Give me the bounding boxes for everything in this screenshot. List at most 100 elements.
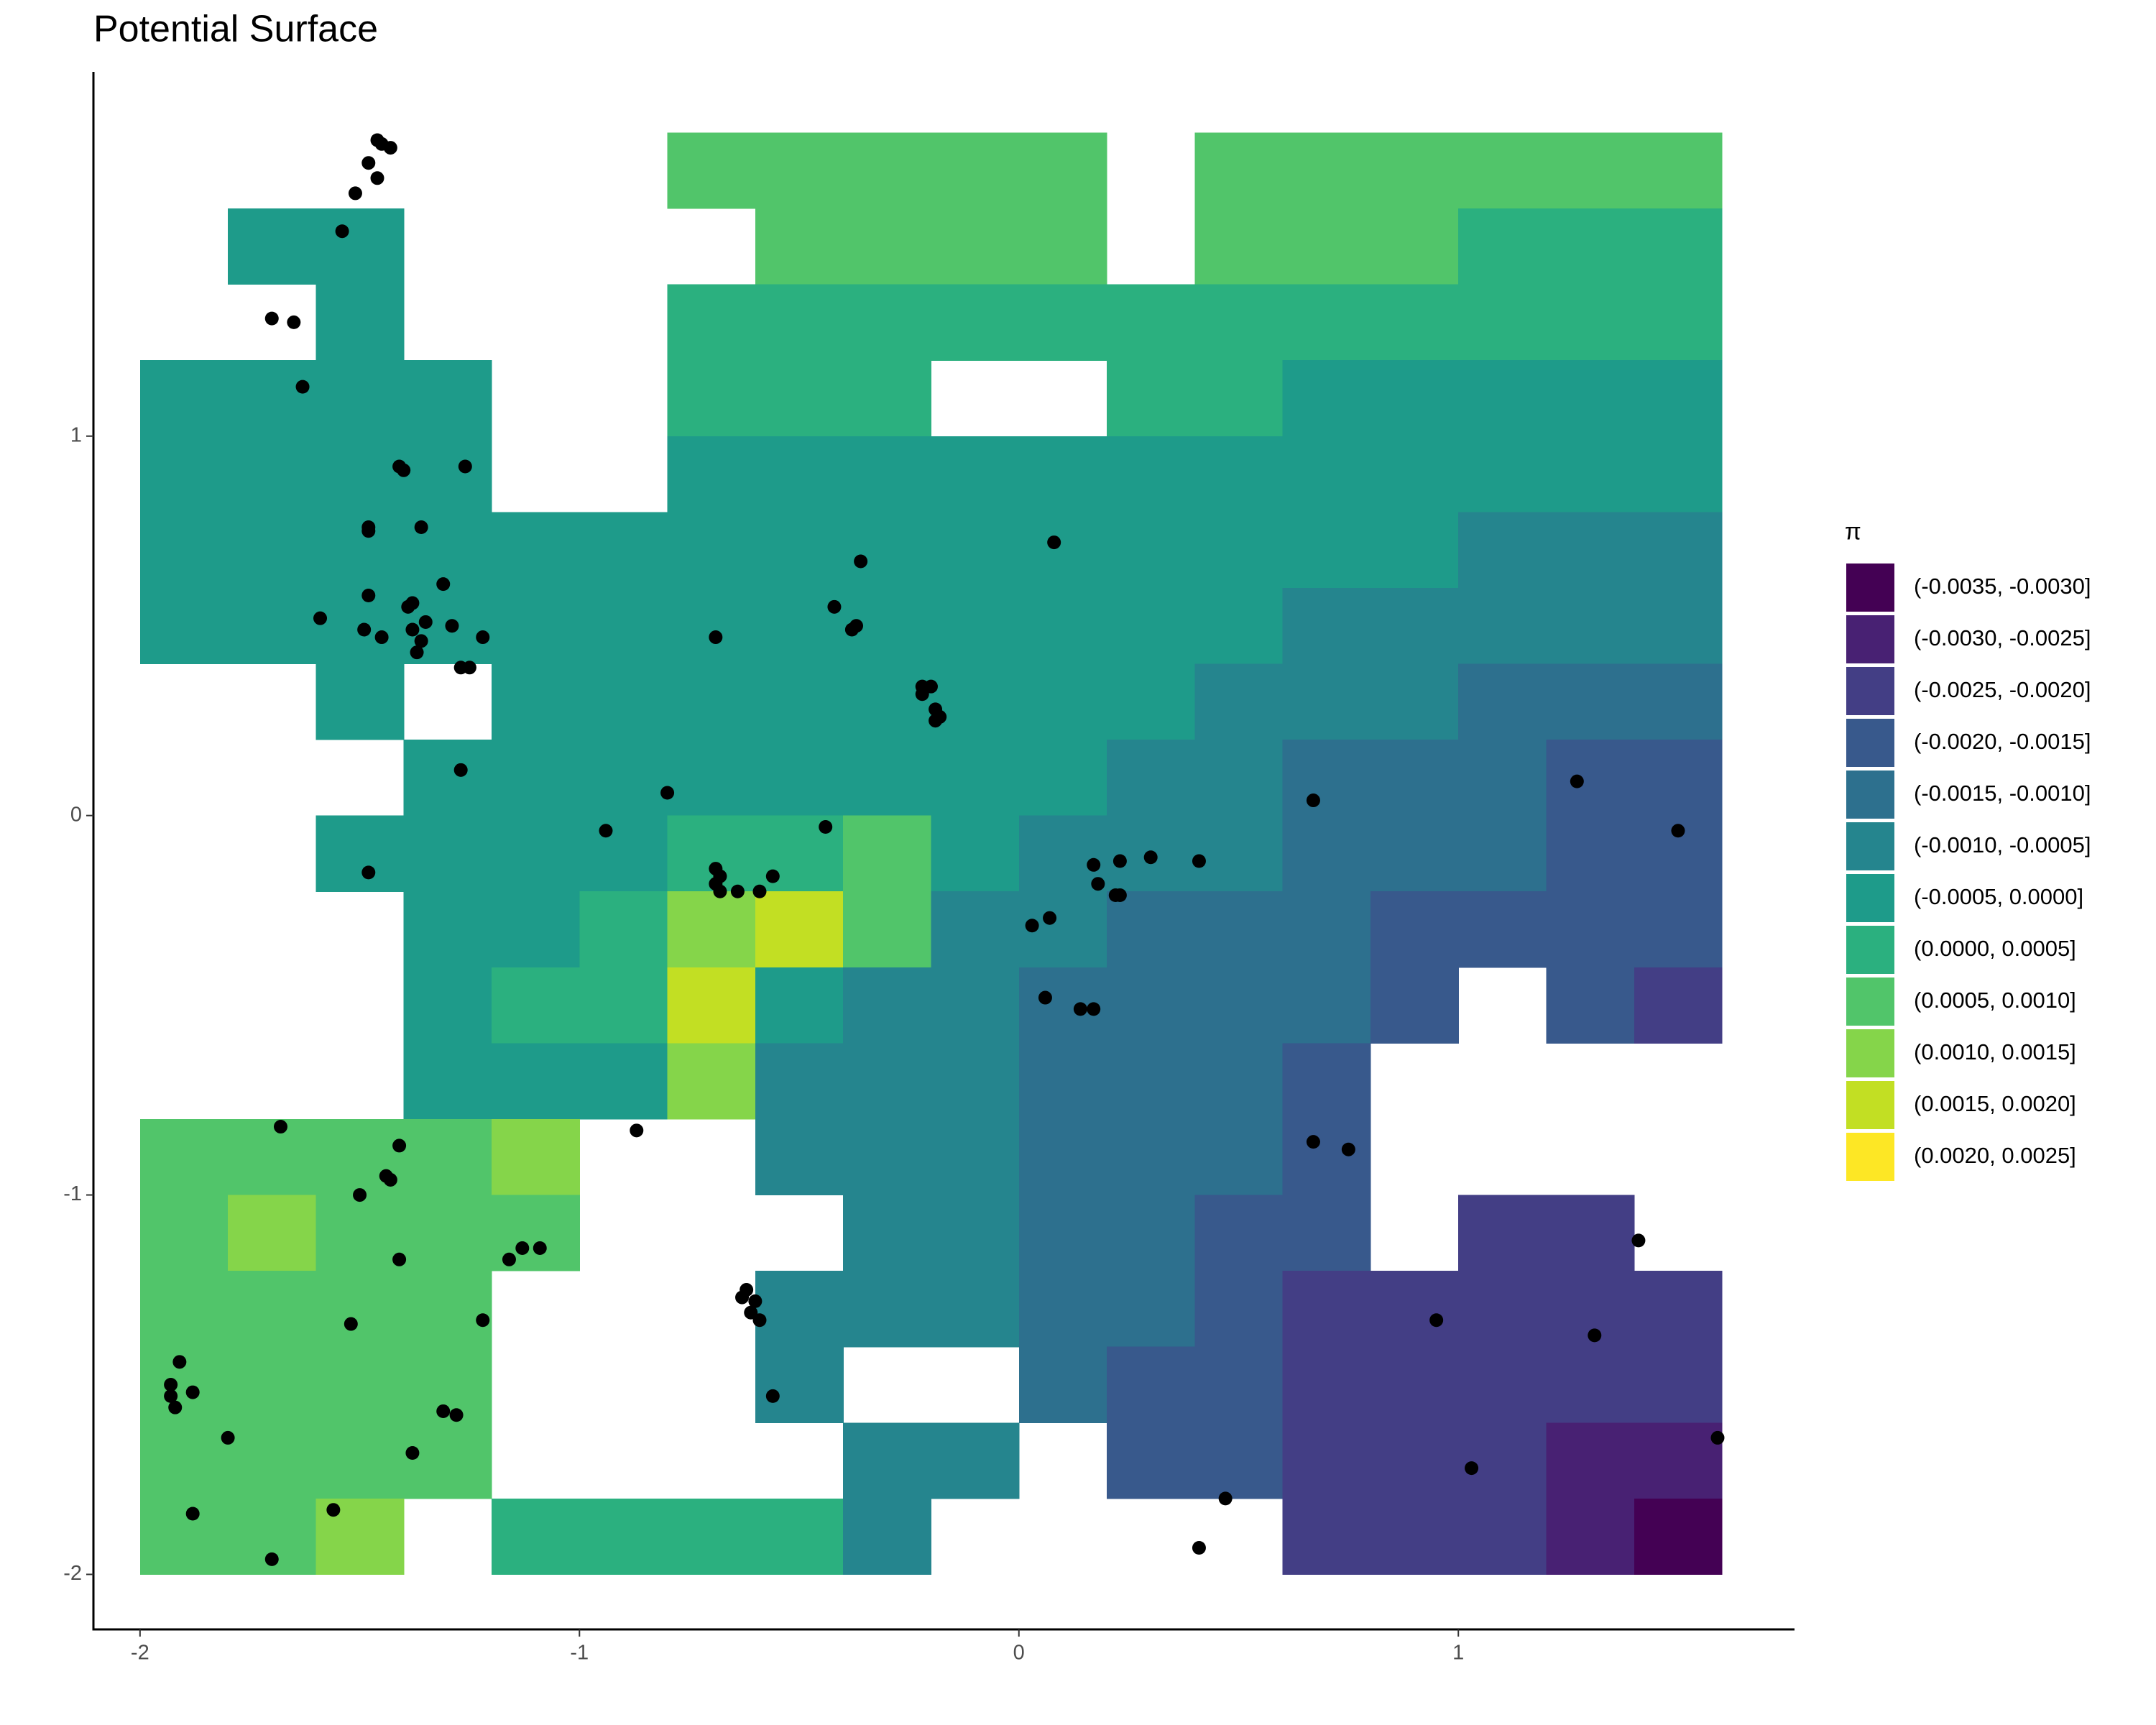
surface-cell <box>403 815 492 892</box>
surface-cell <box>843 436 932 512</box>
surface-cell <box>1546 891 1635 968</box>
sample-point <box>748 1294 763 1308</box>
surface-cell <box>491 663 580 740</box>
surface-cell <box>1458 891 1547 968</box>
surface-cell <box>1107 1043 1195 1120</box>
surface-cell <box>403 1043 492 1120</box>
surface-cell <box>315 1346 405 1423</box>
surface-cell <box>579 891 668 968</box>
legend-key <box>1846 822 1894 870</box>
surface-cell <box>667 891 756 968</box>
surface-cell <box>1546 587 1635 665</box>
surface-cell <box>139 360 229 437</box>
surface-cell <box>755 891 844 968</box>
surface-cell <box>843 1422 932 1499</box>
legend-key <box>1846 719 1894 767</box>
sample-point <box>418 615 433 629</box>
x-tick-label: -2 <box>131 1642 149 1665</box>
surface-cell <box>1194 663 1284 740</box>
sample-point <box>287 315 301 329</box>
surface-cell <box>1458 815 1547 892</box>
sample-point <box>1112 854 1127 868</box>
surface-cell <box>755 284 844 361</box>
surface-cell <box>1546 132 1635 209</box>
sample-point <box>1341 1142 1355 1156</box>
surface-cell <box>931 436 1020 512</box>
sample-point <box>1631 1233 1646 1248</box>
surface-cell <box>1370 360 1459 437</box>
surface-cell <box>228 1118 317 1196</box>
surface-cell <box>1546 1498 1635 1576</box>
surface-cell <box>1194 587 1284 665</box>
surface-cell <box>1546 436 1635 512</box>
sample-point <box>414 520 428 534</box>
sample-point <box>660 786 675 800</box>
legend-label: (-0.0035, -0.0030] <box>1914 574 2091 599</box>
surface-cell <box>843 663 932 740</box>
legend-label: (-0.0015, -0.0010] <box>1914 781 2091 806</box>
surface-cell <box>1018 740 1107 816</box>
surface-cell <box>1194 1346 1284 1423</box>
surface-cell <box>1282 967 1371 1044</box>
sample-point <box>453 763 468 777</box>
surface-cell <box>1282 208 1371 285</box>
surface-cell <box>1194 1195 1284 1271</box>
surface-cell <box>1458 587 1547 665</box>
sample-point <box>752 884 767 898</box>
sample-point <box>326 1503 341 1517</box>
surface-cell <box>228 360 317 437</box>
surface-cell <box>315 208 405 285</box>
surface-cell <box>1370 132 1459 209</box>
legend-label: (-0.0010, -0.0005] <box>1914 832 2091 857</box>
surface-cell <box>315 360 405 437</box>
surface-cell <box>1634 891 1723 968</box>
y-tick-label: 0 <box>70 803 82 826</box>
sample-point <box>1570 774 1584 788</box>
surface-cell <box>1458 512 1547 589</box>
surface-cell <box>1634 284 1723 361</box>
surface-cell <box>931 891 1020 968</box>
sample-point <box>313 611 328 625</box>
sample-point <box>370 171 384 185</box>
sample-point <box>392 1252 407 1266</box>
surface-cell <box>1282 512 1371 589</box>
surface-cell <box>491 512 580 589</box>
surface-cell <box>1634 132 1723 209</box>
surface-cell <box>228 512 317 589</box>
sample-point <box>709 630 723 645</box>
surface-cell <box>1194 360 1284 437</box>
sample-point <box>172 1355 187 1369</box>
surface-cell <box>1018 132 1107 209</box>
x-tick-label: -1 <box>570 1642 589 1665</box>
sample-point <box>1073 1002 1087 1016</box>
surface-cell <box>1018 815 1107 892</box>
surface-cell <box>931 1422 1020 1499</box>
surface-cell <box>1107 360 1195 437</box>
surface-cell <box>1194 1118 1284 1196</box>
surface-cell <box>139 1271 229 1348</box>
surface-cell <box>1107 1422 1195 1499</box>
surface-cell <box>1458 1422 1547 1499</box>
sample-point <box>264 311 279 326</box>
surface-cell <box>1370 436 1459 512</box>
sample-point <box>854 554 868 569</box>
surface-cell <box>667 284 756 361</box>
surface-cell <box>755 967 844 1044</box>
surface-cell <box>1370 663 1459 740</box>
surface-cell <box>491 740 580 816</box>
surface-cell <box>931 512 1020 589</box>
sample-point <box>929 714 943 728</box>
surface-cell <box>1282 1043 1371 1120</box>
legend-label: (0.0005, 0.0010] <box>1914 988 2076 1013</box>
surface-cell <box>1107 967 1195 1044</box>
surface-cell <box>579 512 668 589</box>
surface-cell <box>667 967 756 1044</box>
surface-cell <box>315 436 405 512</box>
sample-point <box>1038 990 1052 1005</box>
surface-cell <box>1107 663 1195 740</box>
surface-cell <box>755 1346 844 1423</box>
sample-point <box>502 1252 516 1266</box>
surface-cell <box>491 891 580 968</box>
legend-key <box>1846 1081 1894 1129</box>
surface-cell <box>1282 436 1371 512</box>
